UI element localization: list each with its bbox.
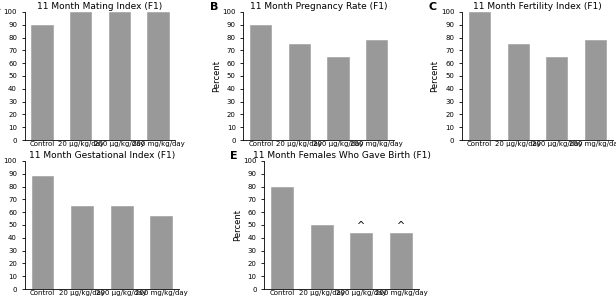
Text: ^: ^: [397, 221, 405, 231]
Bar: [109, 12, 130, 140]
Text: ^: ^: [357, 221, 365, 231]
Bar: [366, 40, 387, 140]
Title: 11 Month Females Who Gave Birth (F1): 11 Month Females Who Gave Birth (F1): [253, 151, 431, 160]
Bar: [71, 206, 93, 289]
Bar: [289, 44, 310, 140]
Bar: [147, 12, 169, 140]
Y-axis label: Percent: Percent: [431, 60, 440, 92]
Bar: [351, 233, 372, 289]
Title: 11 Month Gestational Index (F1): 11 Month Gestational Index (F1): [29, 151, 175, 160]
Title: 11 Month Fertility Index (F1): 11 Month Fertility Index (F1): [473, 2, 602, 11]
Text: E: E: [230, 151, 238, 161]
Y-axis label: Percent: Percent: [212, 60, 221, 92]
Bar: [271, 187, 293, 289]
Bar: [31, 176, 54, 289]
Bar: [250, 25, 272, 140]
Title: 11 Month Mating Index (F1): 11 Month Mating Index (F1): [38, 2, 163, 11]
Y-axis label: Percent: Percent: [0, 209, 2, 241]
Bar: [111, 206, 132, 289]
Text: C: C: [429, 2, 437, 12]
Text: B: B: [210, 2, 219, 12]
Title: 11 Month Pregnancy Rate (F1): 11 Month Pregnancy Rate (F1): [250, 2, 387, 11]
Bar: [390, 233, 412, 289]
Bar: [546, 57, 567, 140]
Y-axis label: Percent: Percent: [233, 209, 241, 241]
Bar: [311, 225, 333, 289]
Bar: [469, 12, 490, 140]
Bar: [70, 12, 91, 140]
Y-axis label: Percent: Percent: [0, 60, 2, 92]
Bar: [508, 44, 529, 140]
Bar: [31, 25, 53, 140]
Bar: [328, 57, 349, 140]
Bar: [585, 40, 606, 140]
Bar: [150, 216, 172, 289]
